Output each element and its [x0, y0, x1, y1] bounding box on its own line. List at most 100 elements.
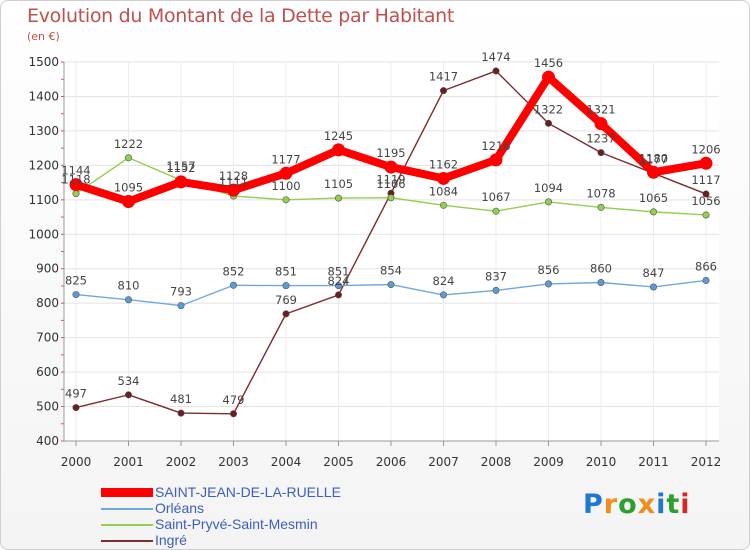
x-tick-label: 2001: [113, 455, 144, 469]
x-tick-label: 2005: [323, 455, 354, 469]
proxiti-logo: Proxiti: [583, 489, 691, 520]
legend-swatch-saint-pryve: [101, 524, 153, 526]
data-point: [69, 178, 83, 192]
data-label: 1157: [166, 159, 195, 173]
logo-letter: x: [637, 489, 657, 520]
data-label: 825: [65, 274, 87, 288]
data-point: [332, 143, 345, 157]
data-point: [439, 291, 447, 299]
data-label: 1119: [376, 172, 405, 186]
x-tick-label: 2010: [586, 455, 617, 469]
x-tick-label: 2007: [428, 455, 459, 469]
data-point: [597, 149, 605, 157]
x-tick-label: 2002: [166, 455, 197, 469]
data-point: [439, 87, 447, 95]
y-tick-label: 900: [36, 262, 59, 276]
data-point: [384, 160, 398, 174]
data-label: 824: [328, 274, 350, 288]
data-label: 1162: [429, 157, 458, 171]
logo-letter: i: [680, 489, 691, 520]
y-tick-label: 1500: [28, 55, 59, 69]
data-label: 837: [485, 269, 507, 283]
data-label: 1216: [481, 139, 510, 153]
data-point: [122, 195, 135, 209]
data-point: [492, 207, 500, 215]
data-point: [542, 70, 555, 84]
data-point: [437, 171, 450, 185]
x-tick-label: 2009: [533, 455, 564, 469]
data-point: [174, 175, 188, 189]
data-label: 1474: [481, 50, 510, 64]
data-point: [387, 194, 395, 202]
data-point: [334, 291, 342, 299]
data-label: 1078: [586, 186, 615, 200]
data-point: [594, 117, 608, 131]
legend-label-orleans: Orléans: [155, 500, 205, 516]
y-tick-label: 600: [36, 365, 59, 379]
data-point: [72, 404, 80, 412]
data-label: 1100: [271, 179, 300, 193]
data-label: 1152: [166, 161, 195, 175]
logo-letter: P: [583, 489, 604, 520]
data-label: 854: [380, 264, 402, 278]
data-label: 1105: [324, 177, 353, 191]
data-point: [72, 190, 80, 198]
data-label: 1417: [429, 70, 458, 84]
data-point: [647, 165, 660, 179]
data-point: [439, 201, 447, 209]
data-label: 479: [223, 393, 245, 407]
data-point: [334, 282, 342, 290]
logo-letter: o: [618, 489, 638, 520]
data-label: 1237: [586, 132, 615, 146]
data-point: [597, 203, 605, 211]
data-point: [544, 119, 552, 127]
data-label: 1084: [429, 184, 458, 198]
data-point: [125, 154, 133, 162]
chart-unit: (en €): [27, 30, 60, 43]
legend-swatch-ingre: [101, 540, 153, 542]
data-label: 1117: [691, 173, 720, 187]
data-label: 1065: [639, 191, 668, 205]
data-point: [492, 286, 500, 294]
data-label: 1118: [61, 173, 90, 187]
x-tick-label: 2008: [481, 455, 512, 469]
legend-swatch-saint-jean: [101, 488, 153, 497]
legend-swatch-orleans: [101, 508, 153, 510]
data-point: [702, 211, 710, 219]
data-label: 860: [590, 262, 612, 276]
data-point: [649, 283, 657, 291]
y-tick-label: 400: [36, 434, 59, 448]
x-tick-label: 2012: [691, 455, 722, 469]
data-point: [649, 208, 657, 216]
data-label: 851: [275, 265, 297, 279]
data-label: 1106: [376, 177, 405, 191]
data-point: [544, 198, 552, 206]
data-label: 793: [170, 285, 192, 299]
data-point: [544, 280, 552, 288]
legend-label-ingre: Ingré: [155, 532, 187, 548]
data-label: 1177: [271, 152, 300, 166]
x-tick-label: 2011: [638, 455, 669, 469]
data-point: [282, 282, 290, 290]
data-label: 856: [538, 263, 560, 277]
data-point: [72, 291, 80, 299]
data-label: 852: [223, 264, 245, 278]
y-tick-label: 1000: [28, 227, 59, 241]
data-label: 1111: [219, 175, 248, 189]
data-point: [387, 281, 395, 289]
data-label: 1056: [691, 194, 720, 208]
x-tick-label: 2003: [218, 455, 249, 469]
y-tick-label: 1200: [28, 158, 59, 172]
legend-label-saint-pryve: Saint-Pryvé-Saint-Mesmin: [155, 516, 318, 532]
data-point: [125, 391, 133, 399]
data-label: 1067: [481, 190, 510, 204]
x-tick-label: 2004: [271, 455, 302, 469]
data-point: [489, 153, 503, 167]
data-label: 810: [118, 279, 140, 293]
y-tick-label: 500: [36, 400, 59, 414]
data-point: [227, 183, 240, 197]
legend-label-saint-jean: SAINT-JEAN-DE-LA-RUELLE: [155, 484, 341, 500]
data-label: 1128: [219, 169, 248, 183]
